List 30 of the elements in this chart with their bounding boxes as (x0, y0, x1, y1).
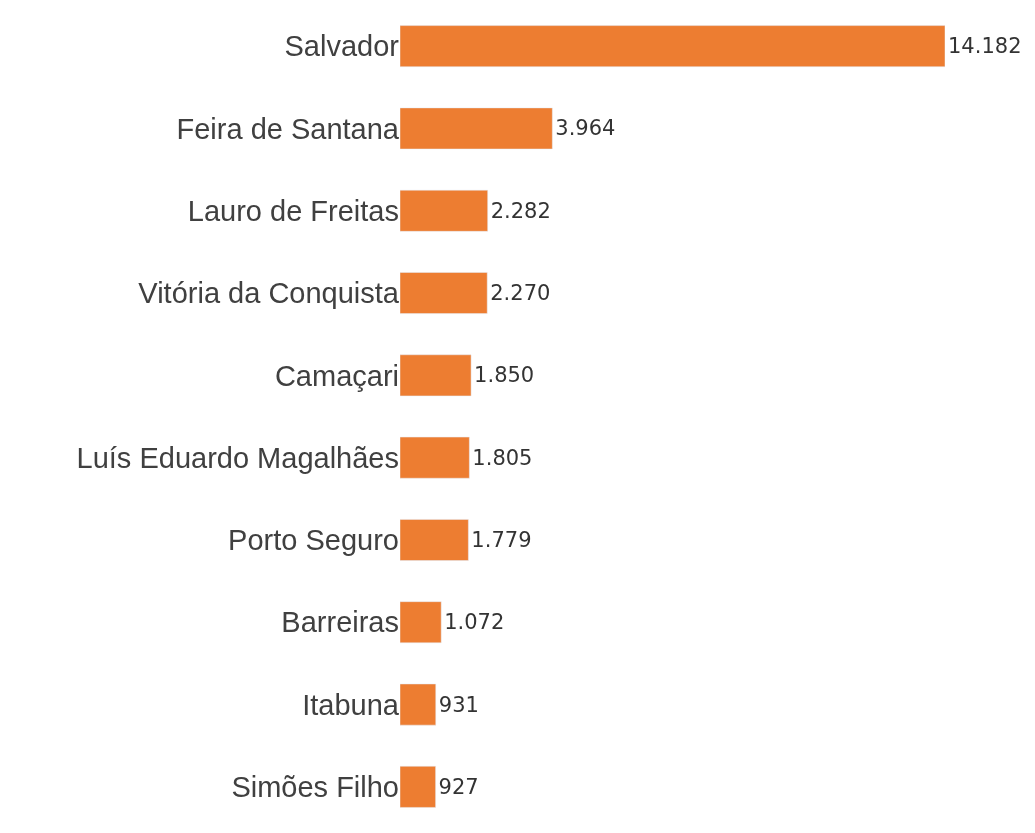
bar (400, 272, 488, 314)
y-tick-label: Barreiras (281, 606, 399, 639)
y-tick-label: Camaçari (274, 359, 399, 392)
data-label: 14.182 (948, 34, 1022, 59)
data-label: 1.072 (444, 610, 505, 635)
data-label: 2.282 (490, 198, 551, 223)
data-label: 927 (438, 774, 479, 799)
bar (400, 683, 437, 726)
y-tick-label: Vitória da Conquista (138, 277, 400, 310)
y-tick-label: Salvador (284, 30, 400, 63)
data-label: 1.779 (471, 527, 532, 552)
bar (400, 107, 553, 150)
y-tick-label: Simões Filho (231, 771, 399, 803)
data-label: 3.964 (555, 116, 616, 141)
data-label: 931 (438, 692, 479, 717)
y-tick-label: Luís Eduardo Magalhães (76, 441, 399, 474)
data-label: 1.850 (474, 363, 535, 388)
y-tick-label: Lauro de Freitas (187, 194, 399, 227)
bar (400, 354, 472, 397)
bar (400, 519, 469, 561)
data-label: 2.270 (490, 281, 551, 306)
bar (400, 189, 488, 232)
bar (400, 436, 470, 479)
bar (400, 25, 945, 67)
y-tick-label: Itabuna (302, 688, 400, 721)
y-tick-label: Porto Seguro (228, 524, 399, 557)
data-label: 1.805 (472, 445, 533, 470)
bar (400, 766, 436, 808)
bar (400, 601, 442, 644)
y-tick-label: Feira de Santana (176, 112, 400, 145)
